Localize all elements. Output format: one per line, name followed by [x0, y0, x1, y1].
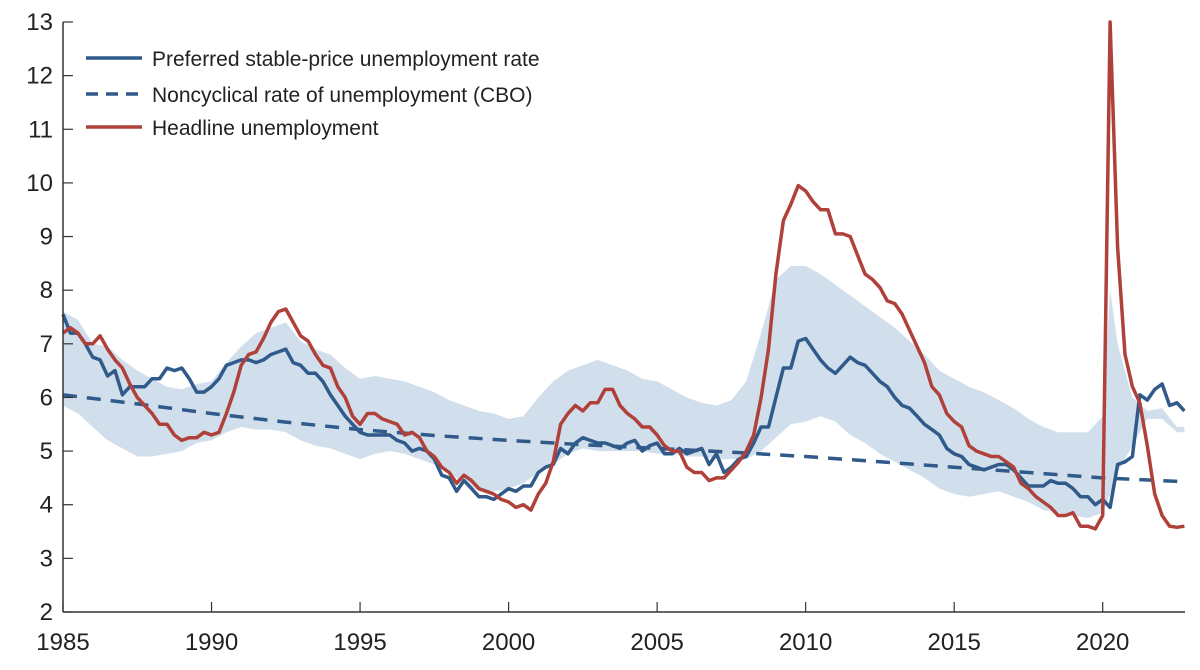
- y-tick-label: 9: [40, 224, 53, 251]
- y-tick-label: 3: [40, 545, 53, 572]
- x-tick-label: 1990: [185, 629, 238, 656]
- x-tick-label: 2020: [1076, 629, 1129, 656]
- y-tick-label: 12: [26, 63, 53, 90]
- y-tick-label: 4: [40, 492, 53, 519]
- legend: Preferred stable-price unemployment rate…: [86, 48, 540, 140]
- series-line-preferred: [61, 313, 1186, 510]
- tick-labels: 2 3 4 5 6 7 8 9 10 11 12 13 1985 1990 1995 2000 2005 2010…: [26, 9, 1129, 656]
- x-tick-label: 2010: [779, 629, 832, 656]
- legend-label-headline: Headline unemployment: [152, 117, 379, 140]
- x-tick-label: 1995: [333, 629, 386, 656]
- legend-label-preferred: Preferred stable-price unemployment rate: [152, 48, 540, 71]
- x-tick-label: 1985: [36, 629, 89, 656]
- y-tick-label: 13: [26, 9, 53, 36]
- x-tick-label: 2000: [482, 629, 535, 656]
- y-tick-label: 11: [28, 116, 53, 143]
- series-layer: [61, 20, 1186, 531]
- series-line-headline: [61, 20, 1185, 531]
- y-tick-label: 2: [40, 599, 53, 626]
- x-tick-label: 2015: [927, 629, 980, 656]
- y-tick-label: 8: [40, 277, 53, 304]
- x-tick-label: 2005: [630, 629, 683, 656]
- y-tick-label: 5: [40, 438, 53, 465]
- legend-label-cbo: Noncyclical rate of unemployment (CBO): [152, 84, 532, 107]
- y-tick-label: 6: [40, 384, 53, 411]
- axes: [62, 22, 1185, 613]
- confidence-band: [63, 266, 1185, 519]
- confidence-band-layer: [63, 266, 1185, 519]
- y-tick-label: 10: [26, 170, 53, 197]
- y-tick-label: 7: [40, 331, 53, 358]
